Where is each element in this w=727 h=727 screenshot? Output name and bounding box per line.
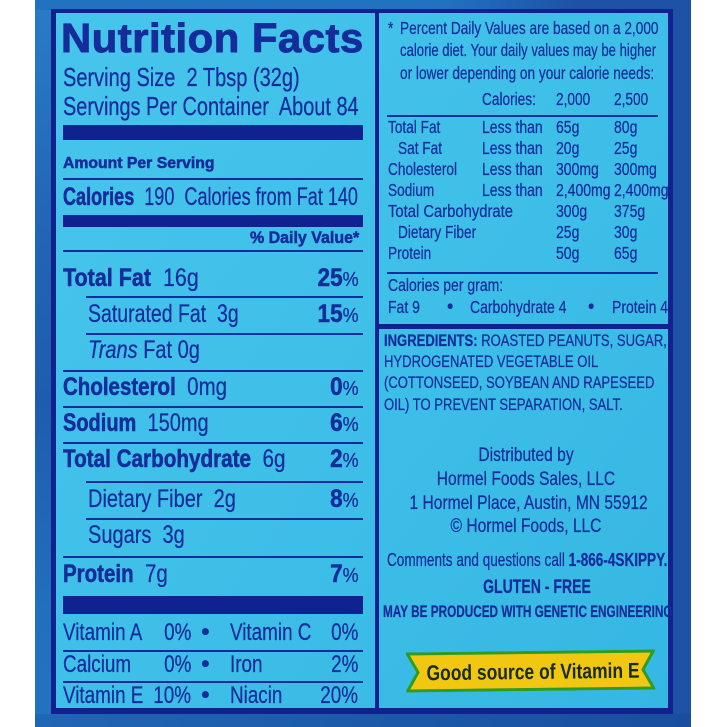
svg-text:Good source of Vitamin E: Good source of Vitamin E bbox=[426, 659, 639, 686]
